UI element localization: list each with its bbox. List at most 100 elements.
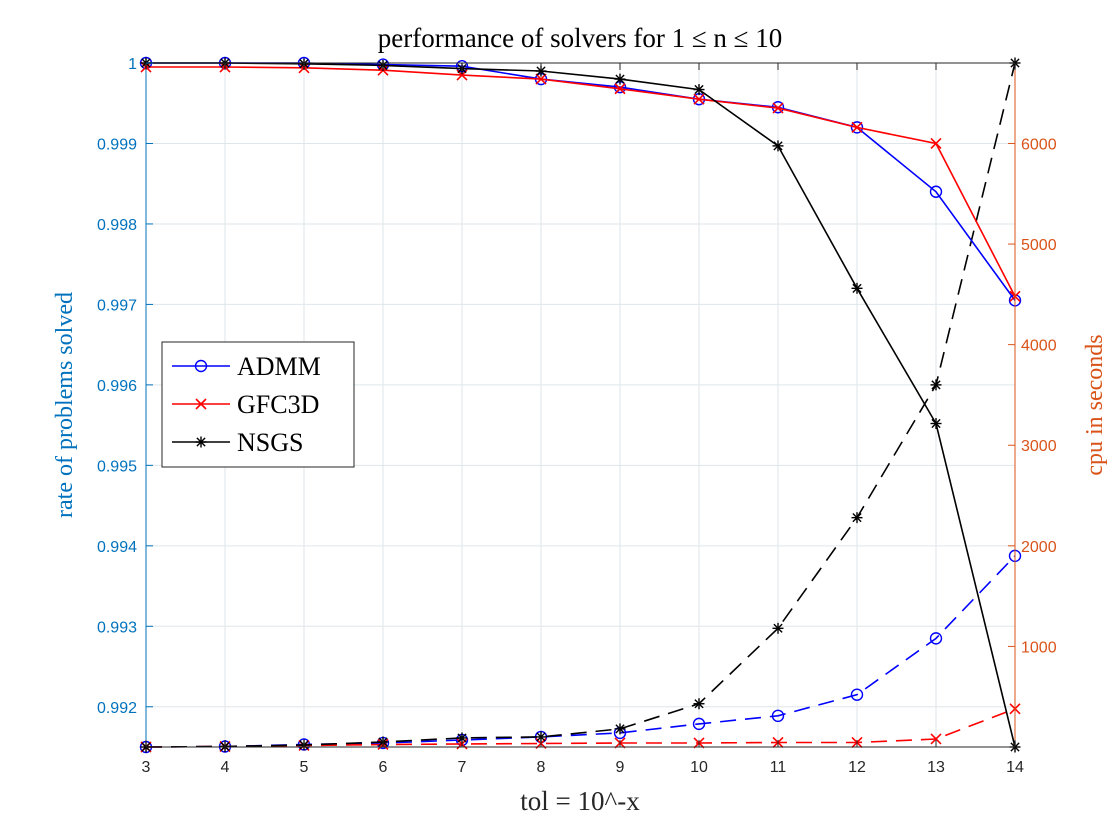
marker-circle bbox=[929, 632, 943, 645]
legend-marker bbox=[195, 398, 207, 410]
legend: ADMM GFC3D NSGS bbox=[161, 341, 355, 468]
y-right-tick-label: 1000 bbox=[1021, 639, 1057, 656]
marker-x-stroke bbox=[930, 733, 942, 745]
y-right-tick-label: 2000 bbox=[1021, 539, 1057, 556]
series-line-nsgs-rate bbox=[146, 62, 1016, 748]
marker-circle bbox=[194, 359, 208, 373]
marker-star-stroke bbox=[931, 380, 941, 390]
marker-star-stroke bbox=[615, 74, 625, 84]
y-axis-label-right: cpu in seconds bbox=[1082, 334, 1108, 475]
data-point-gfc3d-cpu bbox=[930, 733, 942, 745]
y-left-tick-label: 0.995 bbox=[97, 458, 137, 475]
x-tick-label: 13 bbox=[927, 759, 945, 776]
marker-circle bbox=[850, 688, 864, 701]
marker-x-stroke bbox=[614, 83, 626, 95]
marker-star-stroke bbox=[773, 623, 783, 633]
legend-marker bbox=[195, 436, 207, 448]
y-left-tick-label: 0.994 bbox=[97, 539, 137, 556]
y-left-tick-label: 0.997 bbox=[97, 297, 137, 314]
marker-x-stroke bbox=[195, 398, 207, 410]
data-point-admm-cpu bbox=[929, 632, 943, 645]
data-point-gfc3d-rate bbox=[772, 102, 784, 114]
y-left-tick-label: 0.993 bbox=[97, 619, 137, 636]
y-left-tick-label: 0.998 bbox=[97, 217, 137, 234]
x-tick-label: 11 bbox=[770, 759, 787, 776]
data-point-admm-cpu bbox=[771, 709, 785, 723]
data-point-admm-rate bbox=[929, 185, 943, 198]
data-point-admm-cpu bbox=[692, 717, 706, 731]
marker-star-stroke bbox=[931, 418, 941, 429]
y-axis-label-left: rate of problems solved bbox=[52, 292, 78, 518]
x-tick-label: 6 bbox=[379, 759, 388, 776]
data-point-gfc3d-rate bbox=[614, 83, 626, 95]
series-line-gfc3d-rate bbox=[146, 66, 1016, 297]
y-left-tick-label: 1 bbox=[128, 56, 137, 73]
marker-x-stroke bbox=[535, 73, 547, 85]
legend-item-nsgs: NSGS bbox=[172, 428, 303, 457]
marker-circle bbox=[692, 717, 706, 731]
marker-x-stroke bbox=[930, 137, 942, 150]
y-left-tick-label: 0.999 bbox=[97, 136, 137, 153]
data-point-nsgs-rate bbox=[930, 418, 942, 430]
y-right-tick-label: 3000 bbox=[1021, 438, 1057, 455]
data-point-nsgs-rate bbox=[851, 282, 863, 294]
legend-label: NSGS bbox=[237, 428, 303, 457]
data-point-gfc3d-rate bbox=[930, 137, 942, 150]
y-right-tick-label: 6000 bbox=[1021, 136, 1057, 153]
x-tick-label: 5 bbox=[300, 759, 309, 776]
legend-label: GFC3D bbox=[237, 390, 319, 419]
marker-star-stroke bbox=[536, 66, 546, 76]
y-right-tick-label: 5000 bbox=[1021, 237, 1057, 254]
data-point-nsgs-rate bbox=[693, 84, 705, 96]
marker-star-stroke bbox=[615, 724, 625, 734]
x-tick-label: 14 bbox=[1006, 759, 1024, 776]
marker-star-stroke bbox=[694, 699, 704, 709]
data-point-nsgs-rate bbox=[614, 73, 626, 85]
data-point-nsgs-cpu bbox=[930, 379, 942, 391]
series-line-admm-cpu bbox=[145, 555, 1016, 748]
marker-star-stroke bbox=[852, 513, 862, 523]
x-tick-label: 10 bbox=[690, 759, 708, 776]
x-tick-label: 8 bbox=[537, 759, 546, 776]
legend-item-admm: ADMM bbox=[172, 352, 321, 381]
legend-item-gfc3d: GFC3D bbox=[172, 390, 319, 419]
x-tick-label: 12 bbox=[848, 759, 866, 776]
x-tick-label: 4 bbox=[221, 759, 230, 776]
legend-label: ADMM bbox=[237, 352, 321, 381]
marker-star-stroke bbox=[773, 141, 783, 151]
marker-star-stroke bbox=[536, 732, 546, 742]
marker-star-stroke bbox=[457, 733, 467, 743]
marker-x-stroke bbox=[851, 121, 863, 133]
data-point-gfc3d-rate bbox=[535, 73, 547, 85]
marker-circle bbox=[850, 121, 864, 134]
data-point-nsgs-cpu bbox=[772, 622, 784, 634]
marker-star-stroke bbox=[852, 283, 862, 293]
marker-star-stroke bbox=[196, 437, 206, 447]
data-point-gfc3d-rate bbox=[851, 121, 863, 133]
x-tick-label: 3 bbox=[142, 759, 151, 776]
marker-circle bbox=[771, 709, 785, 723]
y-left-tick-label: 0.996 bbox=[97, 378, 137, 395]
marker-star-stroke bbox=[694, 84, 704, 95]
marker-circle bbox=[929, 185, 943, 198]
data-point-nsgs-cpu bbox=[693, 698, 705, 710]
data-point-nsgs-rate bbox=[772, 140, 784, 152]
y-right-tick-label: 4000 bbox=[1021, 338, 1057, 355]
x-tick-label: 9 bbox=[616, 759, 625, 776]
x-axis-label: tol = 10^-x bbox=[520, 786, 640, 816]
x-tick-label: 7 bbox=[458, 759, 467, 776]
series-line-gfc3d-cpu bbox=[145, 708, 1016, 748]
legend-marker bbox=[194, 359, 208, 373]
data-point-admm-cpu bbox=[850, 688, 864, 701]
marker-x-stroke bbox=[693, 93, 705, 105]
data-point-nsgs-cpu bbox=[614, 723, 626, 735]
data-point-nsgs-cpu bbox=[851, 512, 863, 524]
data-point-gfc3d-rate bbox=[693, 93, 705, 105]
series-line-nsgs-cpu bbox=[145, 62, 1016, 748]
chart-title: performance of solvers for 1 ≤ n ≤ 10 bbox=[378, 23, 783, 53]
data-point-admm-rate bbox=[850, 121, 864, 134]
y-left-tick-label: 0.992 bbox=[97, 700, 137, 717]
marker-x-stroke bbox=[772, 102, 784, 114]
axes: 3 4 5 6 7 8 9 10 11 12 13 14 0.992 0.993 0.994 0.995 0.9… bbox=[97, 56, 1057, 776]
